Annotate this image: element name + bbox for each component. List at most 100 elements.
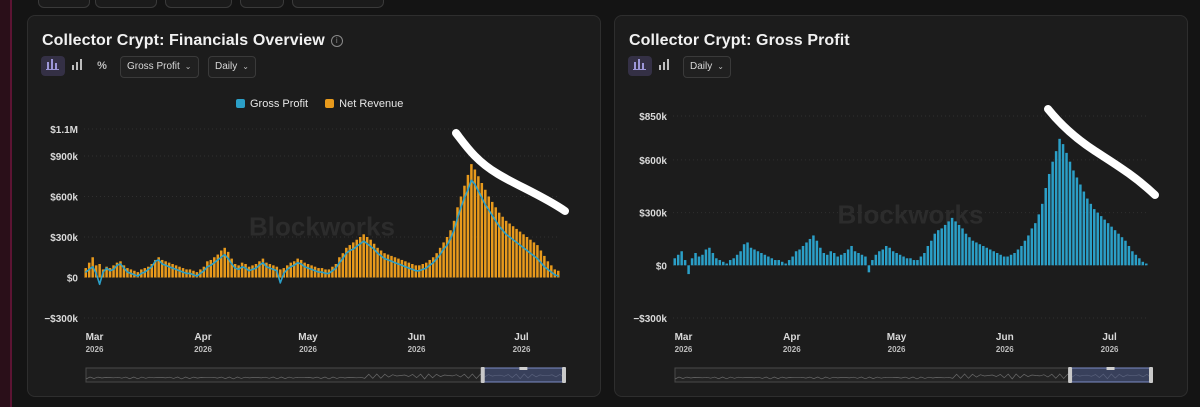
gross-profit-bar <box>1145 263 1148 266</box>
bar-chart-icon[interactable] <box>41 56 65 76</box>
navigator-grip-icon[interactable] <box>1106 367 1115 370</box>
range-navigator[interactable] <box>85 367 566 383</box>
net-revenue-bar <box>390 255 393 278</box>
gross-profit-point <box>269 267 271 269</box>
net-revenue-bar <box>171 264 174 278</box>
gross-profit-point <box>244 267 247 269</box>
gross-profit-bar <box>867 265 871 273</box>
chevron-down-icon: ⌄ <box>184 62 192 71</box>
interval-dropdown[interactable]: Daily ⌄ <box>208 56 256 78</box>
net-revenue-bar <box>338 257 341 278</box>
info-icon[interactable]: i <box>330 35 343 47</box>
net-revenue-bar <box>299 259 303 278</box>
gross-profit-point <box>397 263 400 265</box>
gross-profit-point <box>192 274 195 276</box>
net-revenue-bar <box>286 265 289 278</box>
x-tick-label: May <box>887 332 907 343</box>
gross-profit-bar <box>1037 214 1041 266</box>
net-revenue-bar <box>265 262 268 278</box>
legend-item-gross-profit[interactable]: Gross Profit <box>236 98 308 110</box>
gross-profit-bar <box>912 260 916 266</box>
net-revenue-bar <box>84 268 87 278</box>
gross-profit-bar <box>933 233 937 266</box>
net-revenue-bar <box>466 174 470 278</box>
financials-chart: Blockworks $1.1M $900k $600k $300k $0 −$300k Ma… <box>44 125 569 383</box>
y-tick-label: $0 <box>656 261 668 272</box>
net-revenue-bar <box>296 258 299 278</box>
range-navigator[interactable] <box>674 367 1153 383</box>
navigator-handle-left[interactable] <box>480 367 485 383</box>
navigator-handle-right[interactable] <box>562 367 566 383</box>
x-tick-year: 2026 <box>408 345 426 354</box>
column-chart-icon[interactable] <box>66 56 90 76</box>
top-tab[interactable] <box>240 0 284 8</box>
gross-profit-bar <box>770 258 774 266</box>
gross-profit-bar <box>930 240 933 266</box>
navigator-handle-right[interactable] <box>1149 367 1153 383</box>
gross-profit-point <box>328 272 330 275</box>
gross-profit-point <box>519 244 521 246</box>
metric-dropdown[interactable]: Gross Profit ⌄ <box>120 56 199 78</box>
net-revenue-bar <box>223 247 226 278</box>
net-revenue-bar <box>244 264 247 278</box>
net-revenue-bar <box>352 242 355 278</box>
gross-profit-point <box>224 253 226 256</box>
x-tick-label: Mar <box>675 332 693 343</box>
navigator-handle-left[interactable] <box>1068 367 1073 383</box>
gross-profit-point <box>446 244 448 246</box>
gross-profit-bar <box>860 254 864 266</box>
net-revenue-bar <box>372 243 376 278</box>
gross-profit-point <box>234 267 236 269</box>
panel-title-text: Collector Crypt: Financials Overview <box>42 32 325 49</box>
legend-item-net-revenue[interactable]: Net Revenue <box>325 98 403 110</box>
gross-profit-bar <box>968 237 971 266</box>
gross-profit-point <box>119 263 122 265</box>
top-tab[interactable] <box>292 0 384 8</box>
interval-dropdown[interactable]: Daily ⌄ <box>683 56 731 78</box>
x-tick-year: 2026 <box>675 345 693 354</box>
top-tab[interactable] <box>38 0 90 8</box>
navigator-grip-icon[interactable] <box>519 367 528 370</box>
net-revenue-bar <box>230 258 233 278</box>
gross-profit-point <box>203 270 205 272</box>
net-revenue-bar <box>122 265 126 278</box>
gross-profit-bar <box>1068 161 1072 266</box>
gross-profit-point <box>363 240 365 242</box>
x-tick-year: 2026 <box>194 345 212 354</box>
financials-overview-panel: Collector Crypt: Financials Overview i % … <box>27 15 601 397</box>
gross-profit-bar <box>1096 212 1099 266</box>
gross-profit-bar <box>722 261 725 266</box>
gross-profit-bar <box>881 249 885 266</box>
gross-profit-bar <box>982 245 985 266</box>
y-tick-label: $0 <box>67 274 79 285</box>
gross-profit-point <box>491 214 493 216</box>
gross-profit-bar <box>718 260 722 266</box>
left-edge-accent <box>10 0 12 407</box>
net-revenue-bar <box>112 265 115 278</box>
bar-chart-icon[interactable] <box>628 56 652 76</box>
net-revenue-bar <box>480 183 484 278</box>
gross-profit-bar <box>725 263 728 266</box>
gross-profit-bar <box>1134 254 1138 266</box>
net-revenue-bar <box>160 259 164 278</box>
gross-profit-chart: Blockworks $850k $600k $300k $0 −$300k Mar 2026… <box>633 105 1159 383</box>
net-revenue-bar <box>119 261 122 278</box>
percent-icon[interactable]: % <box>97 60 107 72</box>
top-tab[interactable] <box>165 0 232 8</box>
gross-profit-bar <box>735 254 739 266</box>
left-edge-strip <box>0 0 12 407</box>
column-chart-icon[interactable] <box>653 56 677 76</box>
net-revenue-bar <box>268 264 272 278</box>
interval-dropdown-label: Daily <box>215 61 238 72</box>
top-tab[interactable] <box>95 0 157 8</box>
gross-profit-point <box>85 271 87 273</box>
gross-profit-bar <box>846 249 850 266</box>
gross-profit-point <box>165 264 167 266</box>
gross-profit-bar <box>1065 152 1068 266</box>
gross-profit-bar <box>992 251 995 266</box>
net-revenue-bar <box>487 196 491 278</box>
gross-profit-bar <box>1016 249 1020 266</box>
navigator-selection[interactable] <box>482 367 565 383</box>
gross-profit-point <box>366 243 368 245</box>
navigator-selection[interactable] <box>1069 367 1152 383</box>
